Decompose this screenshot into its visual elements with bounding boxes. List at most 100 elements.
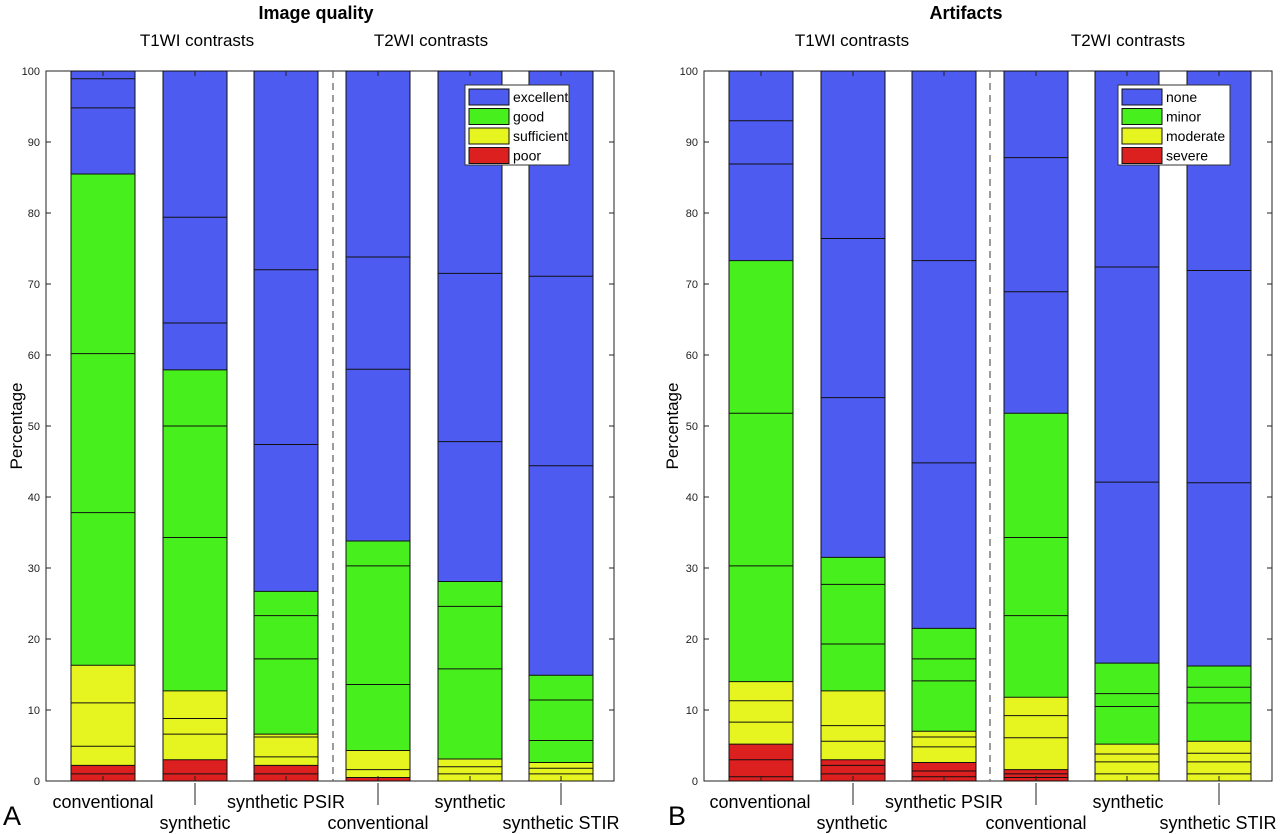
- x-tick-label: synthetic: [816, 813, 887, 833]
- y-tick-label: 90: [28, 137, 40, 149]
- x-tick-label: conventional: [327, 813, 428, 833]
- bar-segment-poor: [71, 765, 135, 781]
- legend-label-none: none: [1166, 89, 1197, 105]
- bar-segment-sufficient: [71, 665, 135, 766]
- y-tick-label: 40: [28, 492, 40, 504]
- bar-segment-sufficient: [529, 762, 593, 781]
- bar-segment-poor: [163, 759, 227, 781]
- x-tick-label: synthetic STIR: [1159, 813, 1276, 833]
- y-tick-label: 20: [28, 634, 40, 646]
- y-tick-label: 50: [686, 421, 698, 433]
- y-tick-label: 30: [686, 563, 698, 575]
- bar-segment-moderate: [1187, 741, 1251, 781]
- bar-segment-moderate: [1004, 697, 1068, 770]
- bar-segment-excellent: [71, 71, 135, 174]
- y-tick-label: 80: [28, 208, 40, 220]
- y-tick-label: 60: [686, 350, 698, 362]
- bar-segment-severe: [1004, 769, 1068, 781]
- bar-segment-good: [529, 675, 593, 763]
- y-tick-label: 10: [686, 705, 698, 717]
- y-tick-label: 0: [692, 776, 698, 788]
- y-tick-label: 90: [686, 137, 698, 149]
- bar-segment-none: [1095, 71, 1159, 664]
- bar-segment-none: [821, 71, 885, 558]
- legend-label-severe: severe: [1166, 148, 1208, 164]
- y-tick-label: 30: [28, 563, 40, 575]
- chart-title: Image quality: [258, 3, 373, 23]
- bar-segment-sufficient: [254, 734, 318, 766]
- group-label-t2wi: T2WI contrasts: [374, 31, 488, 50]
- legend-label-sufficient: sufficient: [513, 128, 568, 144]
- bar-segment-excellent: [163, 71, 227, 370]
- y-tick-label: 50: [28, 421, 40, 433]
- legend-swatch-none: [1121, 88, 1163, 106]
- bar-segment-excellent: [529, 71, 593, 676]
- legend-swatch-severe: [1121, 147, 1163, 164]
- legend-swatch-moderate: [1121, 127, 1163, 145]
- y-tick-label: 10: [28, 705, 40, 717]
- legend-swatch-good: [468, 108, 510, 125]
- bar-segment-minor: [1004, 413, 1068, 698]
- bar-segment-good: [254, 591, 318, 735]
- legend-label-excellent: excellent: [513, 89, 568, 105]
- y-tick-label: 100: [22, 66, 40, 78]
- bar-segment-none: [1187, 71, 1251, 666]
- legend-swatch-minor: [1121, 108, 1163, 125]
- bar-segment-severe: [729, 744, 793, 781]
- x-tick-label: conventional: [709, 792, 810, 812]
- legend-swatch-excellent: [468, 88, 510, 106]
- x-tick-label: conventional: [52, 792, 153, 812]
- y-tick-label: 70: [686, 279, 698, 291]
- panel-letter: B: [668, 801, 686, 831]
- x-tick-label: synthetic STIR: [502, 813, 619, 833]
- x-tick-label: synthetic PSIR: [227, 792, 345, 812]
- x-tick-label: synthetic: [434, 792, 505, 812]
- bar-segment-none: [1004, 71, 1068, 414]
- bar-segment-excellent: [254, 71, 318, 592]
- y-tick-label: 40: [686, 492, 698, 504]
- bar-segment-good: [438, 581, 502, 759]
- bar-segment-sufficient: [346, 750, 410, 778]
- x-tick-label: synthetic: [1092, 792, 1163, 812]
- x-tick-label: conventional: [985, 813, 1086, 833]
- legend-label-moderate: moderate: [1166, 128, 1225, 144]
- bar-segment-moderate: [1095, 744, 1159, 781]
- bar-segment-poor: [254, 765, 318, 781]
- group-label-t2wi: T2WI contrasts: [1071, 31, 1185, 50]
- x-tick-label: synthetic PSIR: [885, 792, 1003, 812]
- y-tick-label: 80: [686, 208, 698, 220]
- x-tick-label: synthetic: [159, 813, 230, 833]
- bar-segment-good: [163, 369, 227, 691]
- y-tick-label: 20: [686, 634, 698, 646]
- legend-swatch-sufficient: [468, 127, 510, 145]
- legend-label-good: good: [513, 109, 544, 125]
- bar-segment-moderate: [729, 681, 793, 745]
- chart-title: Artifacts: [929, 3, 1002, 23]
- y-tick-label: 100: [680, 66, 698, 78]
- y-tick-label: 60: [28, 350, 40, 362]
- y-tick-label: 70: [28, 279, 40, 291]
- bar-segment-minor: [912, 628, 976, 732]
- legend-label-minor: minor: [1166, 109, 1201, 125]
- bar-segment-excellent: [346, 71, 410, 542]
- legend-swatch-poor: [468, 147, 510, 164]
- group-label-t1wi: T1WI contrasts: [140, 31, 254, 50]
- bar-segment-minor: [821, 557, 885, 691]
- legend: none minor moderate severe: [1117, 84, 1231, 166]
- bar-segment-minor: [1095, 663, 1159, 745]
- panel-letter: A: [3, 801, 21, 831]
- bar-segment-good: [346, 541, 410, 751]
- bar-segment-sufficient: [438, 758, 502, 781]
- y-axis-label: Percentage: [663, 383, 682, 470]
- bar-segment-none: [912, 71, 976, 629]
- group-label-t1wi: T1WI contrasts: [795, 31, 909, 50]
- y-axis-label: Percentage: [7, 383, 26, 470]
- bar-segment-none: [729, 71, 793, 261]
- y-tick-label: 0: [34, 776, 40, 788]
- chart-panel-b: Artifacts T1WI contrasts T2WI contrasts 0 10…: [663, 3, 1277, 833]
- bar-segment-minor: [1187, 665, 1251, 742]
- bar-segment-good: [71, 173, 135, 666]
- legend-label-poor: poor: [513, 148, 541, 164]
